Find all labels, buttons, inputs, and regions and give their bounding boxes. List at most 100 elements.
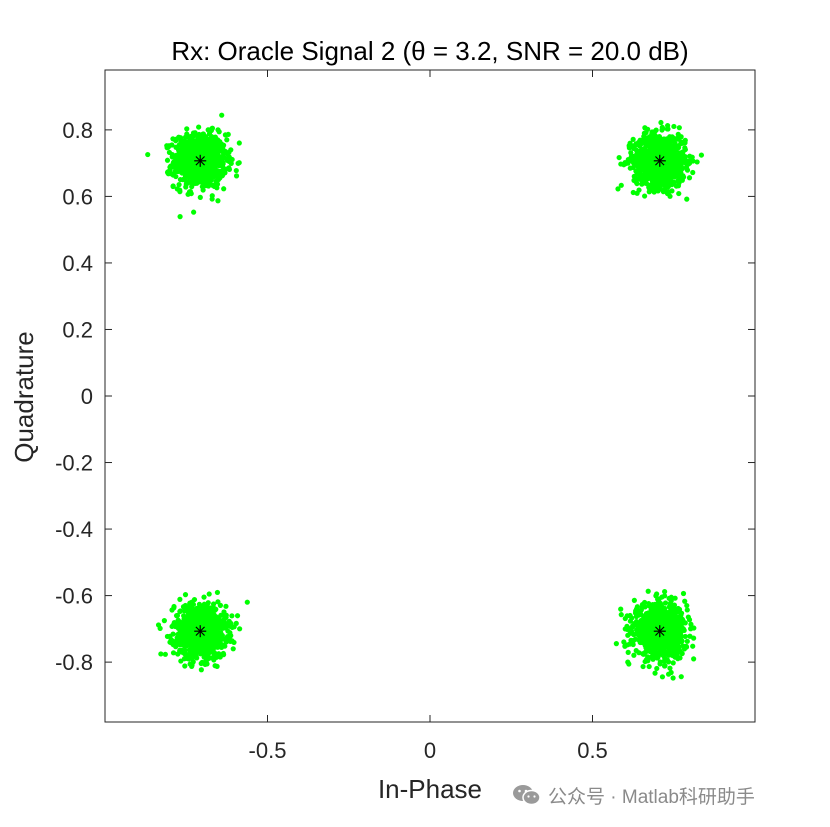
scatter-point <box>194 172 200 178</box>
scatter-point <box>194 618 200 624</box>
scatter-point <box>668 616 674 622</box>
scatter-point <box>191 622 197 628</box>
scatter-point <box>660 189 666 195</box>
scatter-point <box>647 157 653 163</box>
scatter-point <box>200 645 206 652</box>
scatter-point <box>658 119 664 126</box>
scatter-cluster <box>145 112 242 220</box>
scatter-point <box>655 645 661 651</box>
watermark-text: 公众号 · Matlab科研助手 <box>548 786 755 808</box>
wechat-icon <box>512 783 542 807</box>
scatter-point <box>192 607 199 613</box>
scatter-point <box>630 637 637 644</box>
scatter-point <box>665 671 672 677</box>
scatter-point <box>662 589 668 595</box>
scatter-point <box>663 621 669 627</box>
scatter-point <box>618 612 624 618</box>
scatter-point <box>207 605 213 611</box>
scatter-point <box>233 173 240 179</box>
scatter-point <box>660 144 666 150</box>
scatter-point <box>625 649 631 655</box>
scatter-point <box>165 171 171 177</box>
scatter-point <box>630 153 636 159</box>
scatter-point <box>680 590 687 597</box>
scatter-point <box>683 643 689 649</box>
scatter-point <box>682 157 689 163</box>
scatter-point <box>177 608 184 614</box>
scatter-point <box>200 176 206 182</box>
scatter-point <box>682 633 688 640</box>
scatter-point <box>206 591 212 597</box>
scatter-point <box>196 131 202 138</box>
scatter-point <box>639 180 646 186</box>
scatter-point <box>653 143 659 150</box>
scatter-point <box>660 639 666 645</box>
scatter-point <box>200 187 206 193</box>
scatter-point <box>216 129 222 135</box>
scatter-point <box>676 644 682 650</box>
scatter-point <box>659 609 666 616</box>
scatter-point <box>224 137 230 143</box>
scatter-point <box>197 136 203 142</box>
scatter-point <box>651 652 658 658</box>
scatter-point <box>642 193 648 199</box>
scatter-point <box>645 588 651 594</box>
scatter-point <box>205 139 211 145</box>
scatter-point <box>244 599 250 605</box>
scatter-point <box>671 610 677 616</box>
scatter-point <box>223 603 229 609</box>
scatter-point <box>184 604 190 610</box>
scatter-point <box>652 128 658 135</box>
scatter-point <box>672 654 678 660</box>
scatter-point <box>653 151 659 157</box>
scatter-point <box>673 183 679 189</box>
scatter-point <box>172 158 178 164</box>
scatter-point <box>682 620 688 626</box>
scatter-point <box>649 138 655 144</box>
scatter-point <box>207 655 213 661</box>
scatter-point <box>654 617 661 623</box>
scatter-point <box>644 142 650 148</box>
scatter-point <box>640 663 646 670</box>
scatter-point <box>226 149 232 156</box>
scatter-point <box>690 169 696 176</box>
scatter-point <box>199 145 206 151</box>
scatter-point <box>170 172 176 178</box>
scatter-point <box>177 164 183 170</box>
scatter-point <box>209 125 215 131</box>
scatter-point <box>194 166 200 172</box>
scatter-point <box>647 638 653 644</box>
scatter-point <box>649 608 655 615</box>
scatter-point <box>672 650 678 657</box>
scatter-point <box>210 625 216 631</box>
scatter-point <box>684 602 690 609</box>
scatter-point <box>694 159 700 165</box>
scatter-point <box>626 661 632 667</box>
scatter-point <box>181 642 187 649</box>
scatter-point <box>662 600 669 606</box>
scatter-point <box>170 183 176 190</box>
scatter-point <box>179 634 185 640</box>
scatter-point <box>625 632 631 638</box>
scatter-point <box>661 593 668 599</box>
scatter-point <box>177 147 184 153</box>
scatter-point <box>638 625 644 631</box>
scatter-point <box>200 131 206 137</box>
scatter-point <box>203 621 209 627</box>
scatter-point <box>618 182 624 188</box>
scatter-point <box>233 620 239 626</box>
scatter-point <box>691 656 697 662</box>
scatter-cluster <box>615 119 705 202</box>
scatter-point <box>684 196 690 202</box>
y-tick-label: -0.8 <box>55 650 93 675</box>
x-axis-label: In-Phase <box>378 774 482 804</box>
scatter-point <box>634 180 640 187</box>
scatter-point <box>671 123 677 130</box>
scatter-point <box>234 613 241 619</box>
scatter-point <box>681 627 687 634</box>
scatter-point <box>185 626 191 632</box>
scatter-point <box>184 126 190 132</box>
scatter-point <box>622 160 628 166</box>
scatter-point <box>618 161 624 167</box>
scatter-point <box>678 674 684 680</box>
